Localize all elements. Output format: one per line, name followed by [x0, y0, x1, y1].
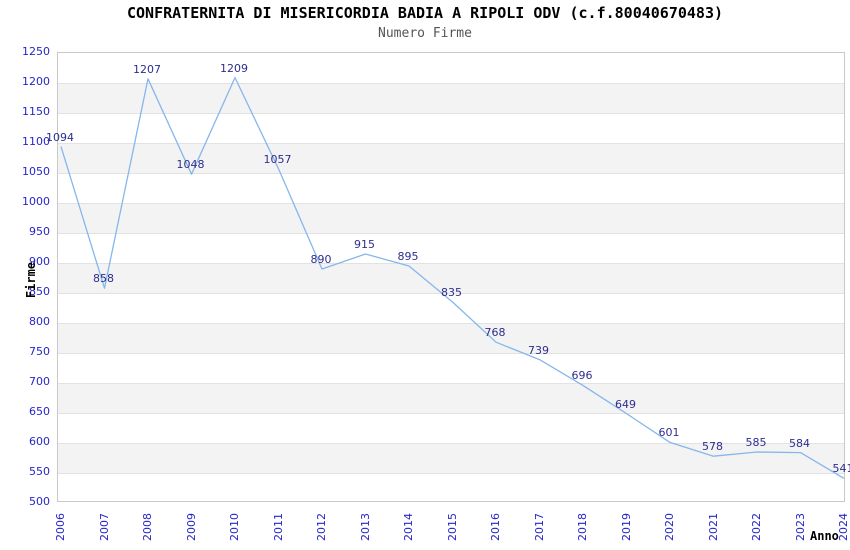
data-point-label: 739 — [528, 343, 549, 357]
x-tick-label: 2011 — [271, 513, 285, 541]
x-tick-label: 2012 — [315, 513, 328, 541]
x-tick-label: 2014 — [402, 513, 415, 541]
x-tick-label: 2020 — [663, 513, 676, 541]
plot-area — [57, 52, 845, 502]
x-tick-label: 2006 — [54, 513, 67, 541]
x-tick-label: 2010 — [228, 513, 241, 541]
x-axis-title: Anno — [810, 529, 839, 543]
grid-band — [58, 203, 844, 233]
y-tick-label: 1250 — [22, 45, 50, 58]
line-series-svg — [58, 76, 844, 479]
grid-band — [58, 263, 844, 293]
data-point-label: 601 — [658, 426, 680, 440]
data-point-label: 915 — [354, 238, 375, 251]
y-tick-label: 850 — [29, 285, 50, 298]
x-tick-label: 2007 — [97, 513, 111, 541]
chart-subtitle: Numero Firme — [378, 26, 472, 41]
y-tick-label: 1200 — [22, 75, 50, 88]
data-point-label: 649 — [615, 397, 636, 411]
data-point-label: 585 — [745, 436, 767, 449]
y-tick-label: 600 — [29, 435, 50, 448]
y-tick-label: 900 — [29, 255, 50, 268]
x-tick-label: 2008 — [141, 513, 154, 541]
y-axis-title: Firme — [24, 261, 38, 299]
x-tick-label: 2021 — [706, 513, 720, 541]
data-point-label: 1094 — [46, 130, 74, 144]
y-tick-label: 1100 — [22, 135, 50, 148]
y-tick-label: 550 — [29, 465, 50, 478]
x-tick-label: 2013 — [358, 513, 372, 541]
y-tick-label: 1000 — [22, 195, 50, 208]
data-point-label: 578 — [702, 440, 723, 454]
y-tick-label: 700 — [29, 375, 50, 388]
y-tick-label: 500 — [29, 495, 50, 508]
x-tick-label: 2023 — [793, 513, 807, 541]
data-point-label: 835 — [441, 286, 462, 299]
x-tick-label: 2009 — [184, 513, 198, 541]
x-tick-label: 2018 — [576, 513, 589, 541]
data-point-label: 768 — [484, 326, 506, 340]
chart-title: CONFRATERNITA DI MISERICORDIA BADIA A RI… — [126, 4, 724, 22]
grid-band — [58, 383, 844, 413]
x-tick-label: 2016 — [489, 513, 502, 541]
y-tick-label: 1050 — [22, 165, 50, 178]
line-series — [60, 76, 844, 479]
data-point-label: 895 — [397, 250, 419, 263]
data-point-label: 696 — [571, 369, 593, 383]
y-tick-label: 750 — [29, 345, 50, 358]
grid-band — [58, 443, 844, 473]
y-tick-label: 1150 — [22, 105, 50, 118]
x-tick-label: 2015 — [445, 513, 459, 541]
grid-band — [58, 83, 844, 113]
x-tick-label: 2019 — [619, 513, 633, 541]
grid-band — [58, 323, 844, 353]
x-tick-label: 2022 — [750, 513, 763, 541]
data-point-label: 1209 — [220, 61, 248, 75]
y-tick-label: 950 — [29, 225, 50, 238]
data-point-label: 541 — [832, 462, 850, 476]
data-point-label: 858 — [93, 272, 114, 286]
y-tick-label: 800 — [29, 315, 50, 328]
y-tick-label: 650 — [29, 405, 50, 418]
data-point-label: 1057 — [263, 152, 292, 166]
x-tick-label: 2017 — [532, 513, 546, 541]
data-point-label: 890 — [310, 253, 332, 266]
data-point-label: 1207 — [133, 62, 161, 76]
data-point-label: 1048 — [176, 158, 205, 172]
data-point-label: 584 — [789, 436, 810, 450]
